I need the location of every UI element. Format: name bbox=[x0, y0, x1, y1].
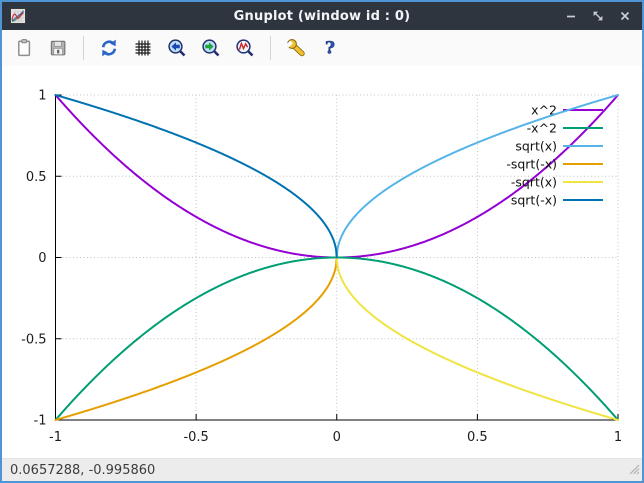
copy-to-clipboard-button[interactable] bbox=[10, 34, 38, 62]
restore-button[interactable] bbox=[591, 9, 605, 23]
close-icon bbox=[620, 11, 630, 21]
legend-label: x^2 bbox=[531, 103, 557, 118]
legend-label: sqrt(x) bbox=[515, 139, 557, 154]
y-tick-label: 0 bbox=[38, 251, 46, 266]
cursor-coordinates: 0.0657288, -0.995860 bbox=[10, 462, 156, 478]
minimize-icon bbox=[567, 15, 575, 18]
y-tick-label: 1 bbox=[38, 89, 46, 104]
minimize-button[interactable] bbox=[564, 9, 578, 23]
gnuplot-logo-icon bbox=[10, 8, 26, 24]
toolbar-separator bbox=[83, 36, 84, 60]
grid-icon bbox=[135, 40, 151, 56]
help-icon: ? bbox=[325, 38, 336, 59]
options-button[interactable] bbox=[282, 34, 310, 62]
save-button[interactable] bbox=[44, 34, 72, 62]
tick-labels: -1 -0.5 0 0.5 1 -1 -0.5 0 0.5 1 bbox=[21, 89, 622, 446]
restore-icon bbox=[593, 11, 603, 21]
zoom-reset-icon bbox=[236, 39, 254, 57]
legend-label: -sqrt(-x) bbox=[506, 157, 557, 172]
clipboard-icon bbox=[18, 39, 31, 57]
legend-entry: sqrt(x) bbox=[515, 139, 603, 154]
grid-toggle-button[interactable] bbox=[129, 34, 157, 62]
resize-grip-icon bbox=[629, 464, 640, 475]
y-tick-label: 0.5 bbox=[26, 170, 47, 185]
status-bar: 0.0657288, -0.995860 bbox=[2, 458, 642, 481]
series--sqrt(-x) bbox=[54, 256, 338, 421]
zoom-next-icon bbox=[202, 39, 220, 57]
zoom-previous-icon bbox=[168, 39, 186, 57]
svg-text:?: ? bbox=[325, 39, 335, 59]
close-button[interactable] bbox=[618, 9, 632, 23]
x-tick-label: -0.5 bbox=[183, 430, 208, 445]
y-tick-label: -1 bbox=[34, 414, 47, 429]
help-button[interactable]: ? bbox=[316, 34, 344, 62]
y-tick-label: -0.5 bbox=[21, 332, 46, 347]
titlebar[interactable]: Gnuplot (window id : 0) bbox=[2, 2, 642, 30]
window-controls bbox=[564, 9, 632, 23]
save-icon bbox=[50, 40, 66, 56]
legend-entry: -sqrt(x) bbox=[511, 175, 603, 190]
x-tick-label: 1 bbox=[614, 430, 622, 445]
series--sqrt(x) bbox=[335, 256, 619, 421]
series-sqrt(-x) bbox=[54, 94, 338, 259]
legend-entry: sqrt(-x) bbox=[511, 193, 603, 208]
x-tick-label: 0.5 bbox=[467, 430, 488, 445]
series-sqrt(x) bbox=[335, 94, 619, 259]
zoom-next-button[interactable] bbox=[197, 34, 225, 62]
zoom-previous-button[interactable] bbox=[163, 34, 191, 62]
x-tick-label: -1 bbox=[49, 430, 62, 445]
legend-entry: -sqrt(-x) bbox=[506, 157, 603, 172]
legend-label: -sqrt(x) bbox=[511, 175, 557, 190]
toolbar: ? bbox=[2, 30, 642, 66]
refresh-button[interactable] bbox=[95, 34, 123, 62]
refresh-icon bbox=[101, 39, 117, 57]
window-title: Gnuplot (window id : 0) bbox=[233, 8, 411, 24]
legend-label: -x^2 bbox=[527, 121, 557, 136]
toolbar-separator bbox=[270, 36, 271, 60]
legend-entry: -x^2 bbox=[527, 121, 603, 136]
plot-svg: -1 -0.5 0 0.5 1 -1 -0.5 0 0.5 1 x^2 -x^2 sqrt(x) -sqr… bbox=[21, 89, 622, 446]
legend-label: sqrt(-x) bbox=[511, 193, 557, 208]
zoom-reset-button[interactable] bbox=[231, 34, 259, 62]
resize-grip[interactable] bbox=[627, 462, 640, 479]
plot-canvas[interactable]: -1 -0.5 0 0.5 1 -1 -0.5 0 0.5 1 x^2 -x^2 sqrt(x) -sqr… bbox=[2, 66, 642, 458]
wrench-icon bbox=[286, 39, 305, 57]
x-tick-label: 0 bbox=[333, 430, 341, 445]
